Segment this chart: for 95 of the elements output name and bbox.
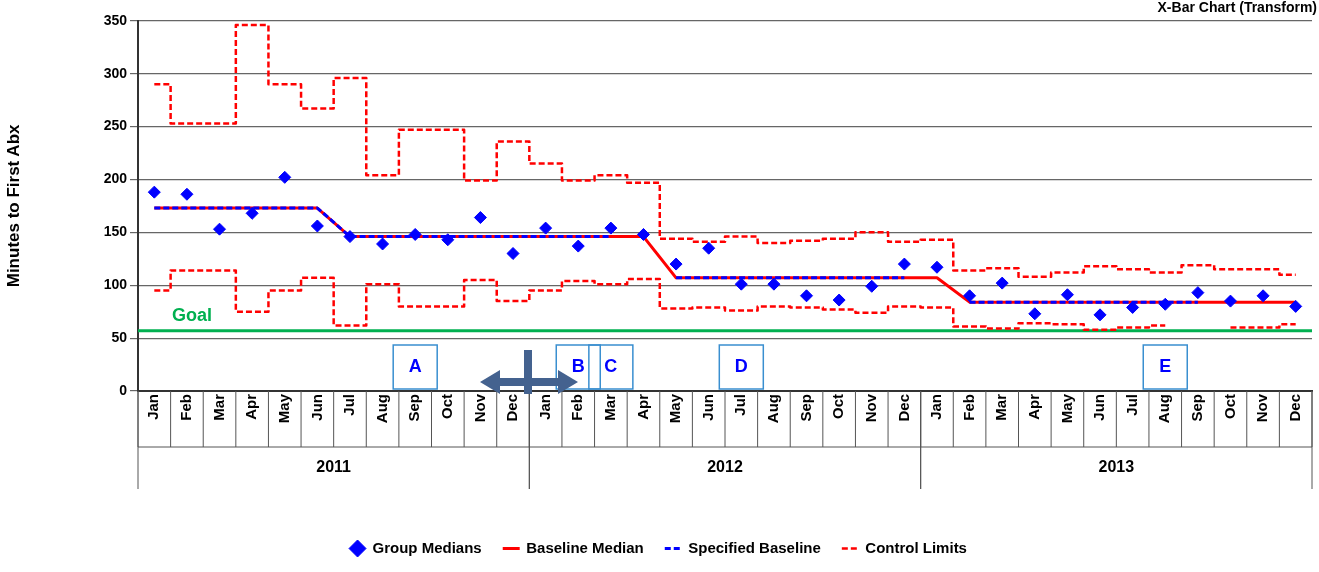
point — [995, 276, 1009, 290]
x-tick-label: Apr — [1024, 393, 1042, 420]
y-tick-label: 350 — [103, 11, 128, 28]
y-tick-label: 50 — [111, 328, 128, 345]
legend-label: Control Limits — [865, 538, 967, 556]
point — [343, 230, 357, 244]
annotation: E — [1159, 355, 1172, 376]
point — [245, 206, 259, 220]
x-tick-label: Apr — [633, 393, 651, 420]
legend-label: Baseline Median — [526, 538, 644, 556]
text: 2012 — [707, 458, 743, 476]
y-tick-label: 250 — [103, 117, 128, 134]
x-tick-label: Jan — [144, 394, 162, 420]
point — [310, 219, 324, 233]
point — [376, 237, 390, 251]
x-tick-label: Mar — [601, 393, 618, 421]
text: 2013 — [1098, 458, 1135, 476]
x-tick-label: Jul — [1122, 394, 1140, 416]
y-axis-title: Minutes to First Abx — [3, 123, 23, 288]
point — [1223, 294, 1237, 308]
point — [800, 289, 814, 303]
x-tick-label: Nov — [470, 393, 488, 423]
x-tick-label: Sep — [796, 394, 814, 422]
x-tick-label: Jun — [307, 394, 325, 421]
point — [506, 247, 520, 260]
x-tick-label: Feb — [568, 394, 586, 421]
x-tick-label: Oct — [1220, 394, 1238, 420]
point — [473, 211, 487, 225]
point — [865, 279, 879, 293]
point — [832, 293, 846, 307]
point — [734, 277, 748, 291]
point — [441, 233, 455, 247]
chart-title: X-Bar Chart (Transform) — [1157, 0, 1317, 16]
point — [1028, 307, 1042, 321]
point — [1126, 300, 1140, 314]
point — [930, 260, 944, 274]
annotation: A — [408, 355, 422, 376]
y-tick-label: 100 — [103, 276, 128, 293]
x-tick-label: Sep — [405, 394, 423, 422]
point — [147, 185, 161, 199]
point — [963, 289, 977, 303]
x-tick-label: Nov — [861, 393, 879, 423]
point — [571, 239, 585, 253]
x-tick-label: May — [274, 393, 292, 424]
point — [636, 227, 650, 241]
x-tick-label: Dec — [1285, 394, 1303, 422]
y-tick-label: 300 — [103, 64, 128, 81]
annotation: C — [604, 355, 618, 376]
point — [539, 221, 553, 235]
x-tick-label: Jan — [927, 394, 945, 420]
ref-line-label: Goal — [172, 304, 213, 325]
annotation: B — [571, 355, 585, 376]
x-tick-label: Apr — [242, 393, 260, 420]
point — [897, 257, 911, 271]
point — [702, 241, 716, 255]
x-tick-label: May — [1057, 393, 1075, 424]
text: 2011 — [316, 458, 352, 476]
point — [669, 257, 683, 271]
legend-label: Group Medians — [372, 538, 482, 556]
point — [278, 170, 292, 184]
x-tick-label: Dec — [894, 394, 912, 422]
point — [1191, 286, 1205, 300]
x-tick-label: Jul — [731, 394, 749, 416]
point — [1093, 308, 1107, 322]
x-tick-label: Jun — [698, 394, 716, 421]
x-tick-label: Aug — [372, 394, 390, 424]
y-tick-label: 200 — [103, 170, 128, 187]
x-tick-label: Mar — [992, 393, 1010, 421]
point — [604, 221, 618, 235]
point — [1289, 299, 1303, 313]
point — [767, 277, 781, 291]
point — [1256, 289, 1270, 303]
point — [1158, 297, 1172, 311]
x-tick-label: Dec — [503, 394, 521, 422]
x-tick-label: Mar — [209, 393, 227, 421]
annotation: D — [734, 355, 748, 376]
x-tick-label: Oct — [829, 394, 847, 420]
y-tick-label: 150 — [103, 223, 128, 240]
y-tick-label: 0 — [119, 381, 128, 398]
x-tick-label: Jan — [535, 394, 553, 420]
x-tick-label: Aug — [764, 394, 782, 424]
x-tick-label: Jun — [1090, 394, 1108, 421]
point — [180, 187, 194, 201]
point — [213, 222, 227, 236]
x-tick-label: May — [666, 393, 684, 424]
legend-label: Specified Baseline — [688, 538, 821, 556]
x-tick-label: Jul — [340, 394, 358, 416]
x-tick-label: Sep — [1188, 394, 1205, 422]
x-tick-label: Nov — [1253, 393, 1271, 423]
x-tick-label: Aug — [1155, 394, 1173, 424]
x-tick-label: Feb — [959, 394, 977, 421]
x-tick-label: Feb — [177, 394, 195, 421]
point — [408, 227, 422, 241]
x-tick-label: Oct — [437, 394, 455, 420]
point — [1060, 288, 1074, 302]
